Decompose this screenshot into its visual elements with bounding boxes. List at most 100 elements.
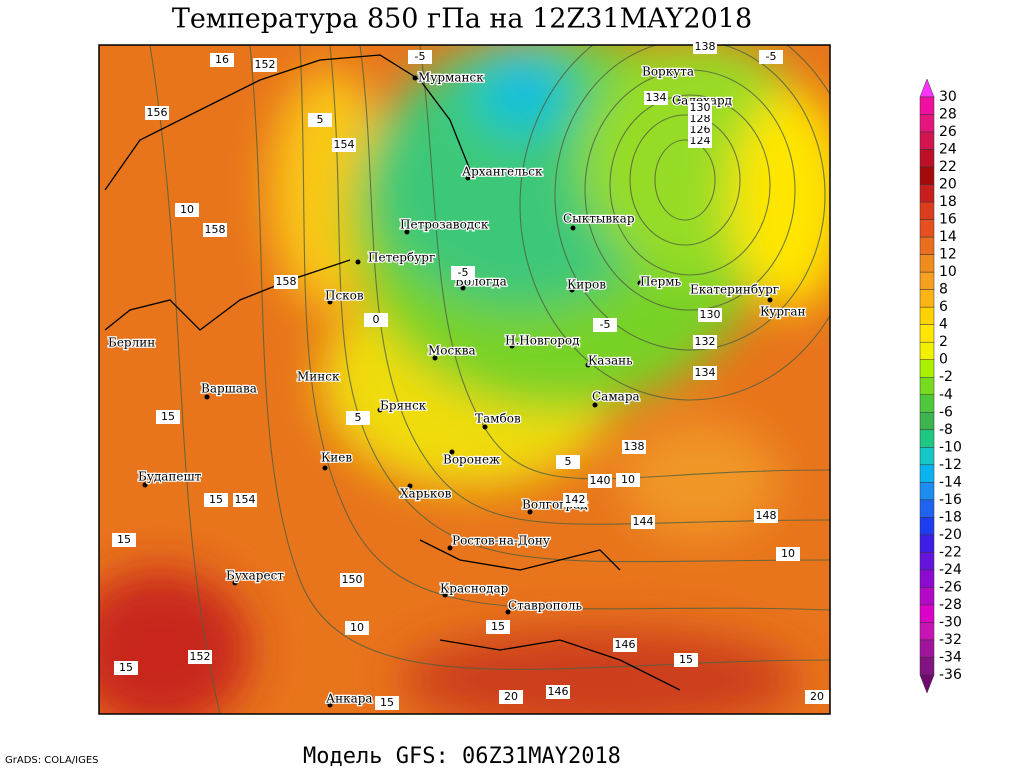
contour-label-box [644, 91, 668, 105]
contour-label: 15 [674, 653, 698, 667]
contour-label: 150 [340, 573, 364, 587]
contour-label: 5 [556, 455, 580, 469]
city-label: Будапешт [138, 470, 202, 484]
contour-label: 20 [805, 690, 829, 704]
contour-label-box [688, 134, 712, 148]
colorbar-swatch [919, 569, 935, 588]
colorbar-label: 6 [939, 299, 948, 315]
contour-label: 15 [156, 410, 180, 424]
contour-label-box [805, 690, 829, 704]
contour-label: 5 [346, 411, 370, 425]
city-label: Воркута [642, 65, 694, 79]
city-dot [297, 375, 303, 381]
contour-label: 128 [688, 112, 712, 126]
colorbar-swatch [919, 114, 935, 133]
city-label: Архангельск [462, 165, 543, 179]
contour-label-box [754, 509, 778, 523]
city-label: Харьков [400, 487, 452, 501]
colorbar-label: 30 [939, 89, 957, 105]
city-label: Сыктывкар [563, 212, 635, 226]
contour-label: 16 [210, 53, 234, 67]
contour-label: 140 [588, 474, 612, 488]
contour-label-text: 138 [624, 440, 645, 453]
contour-label-box [274, 275, 298, 289]
city-label: Петербург [368, 251, 435, 265]
colorbar-swatch [919, 604, 935, 623]
contour-label-text: 126 [690, 123, 711, 136]
contour-label: 10 [776, 547, 800, 561]
map-title: Температура 850 гПа на 12Z31MAY2018 [172, 4, 752, 35]
contour-label-box [688, 101, 712, 115]
colorbar-swatch [919, 429, 935, 448]
contour-label-text: 15 [491, 620, 505, 633]
contour-label-box [175, 203, 199, 217]
contour-label: 144 [631, 515, 655, 529]
contour-label-text: 0 [373, 313, 380, 326]
city-dot [107, 342, 113, 348]
colorbar-label: 2 [939, 334, 948, 350]
colorbar-label: 4 [939, 317, 948, 333]
city-dot [327, 299, 333, 305]
contour-label-text: 130 [690, 101, 711, 114]
city-label: Казань [588, 354, 633, 368]
contour-label-text: 15 [380, 696, 394, 709]
contour-label-text: 158 [205, 223, 226, 236]
contour-label-box [332, 138, 356, 152]
contour-label: 10 [345, 621, 369, 635]
city-dot [763, 307, 769, 313]
colorbar-swatch [919, 447, 935, 466]
contour-label-text: 15 [119, 661, 133, 674]
city-label: Бухарест [226, 569, 284, 583]
city-label: Брянск [380, 399, 427, 413]
contour-label-box [210, 53, 234, 67]
city-dot [412, 75, 418, 81]
contour-label-text: 134 [695, 366, 716, 379]
colorbar-swatch [919, 254, 935, 273]
contour-label-box [693, 366, 717, 380]
colorbar-swatch [919, 359, 935, 378]
contour-label-text: 152 [255, 58, 276, 71]
contour-label: 158 [203, 223, 227, 237]
city-dot [442, 592, 448, 598]
colorbar-label: -20 [939, 527, 962, 543]
contour-label-text: -5 [600, 318, 611, 331]
city-dot [404, 229, 410, 235]
city-label: Берлин [108, 336, 155, 350]
city-dot [449, 449, 455, 455]
contour-label-box [375, 696, 399, 710]
contour-label-box [776, 547, 800, 561]
contour-label-text: 146 [615, 638, 636, 651]
city-dot [355, 259, 361, 265]
contour-label: 148 [754, 509, 778, 523]
contour-label-text: 142 [565, 493, 586, 506]
contour-label-text: 130 [700, 308, 721, 321]
colorbar-label: 22 [939, 159, 957, 175]
contour-label-text: 152 [190, 650, 211, 663]
contour-label: -5 [451, 266, 475, 280]
city-dot [432, 355, 438, 361]
colorbar-swatch [919, 587, 935, 606]
contour-label-box [233, 493, 257, 507]
map-frame [98, 44, 831, 715]
contour-label-box [253, 58, 277, 72]
contour-label-text: 156 [147, 106, 168, 119]
contour-label-text: 144 [633, 515, 654, 528]
colorbar-label: -32 [939, 632, 962, 648]
colorbar-swatch [919, 517, 935, 536]
contour-label: 15 [375, 696, 399, 710]
colorbar-label: -6 [939, 404, 953, 420]
contour-label-text: 128 [690, 112, 711, 125]
city-label: Киев [321, 451, 352, 465]
colorbar-label: 8 [939, 282, 948, 298]
contour-label-box [693, 335, 717, 349]
contour-label: 154 [332, 138, 356, 152]
city-dot [509, 343, 515, 349]
city-label: Екатеринбург [690, 283, 779, 297]
city-dot [767, 297, 773, 303]
city-dot [407, 483, 413, 489]
colorbar-label: 24 [939, 142, 957, 158]
colorbar-swatch [919, 149, 935, 168]
contour-label-box [308, 113, 332, 127]
colorbar-label: -10 [939, 439, 962, 455]
